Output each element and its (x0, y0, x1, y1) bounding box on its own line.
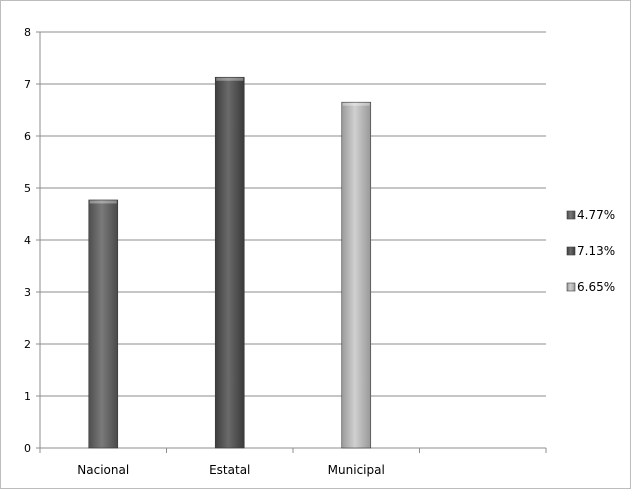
axis-labels: 0 1 2 3 4 5 6 7 8 Nacional Estatal Municipal (24, 26, 385, 477)
y-tick-label: 8 (24, 26, 31, 39)
legend-label: 6.65% (577, 280, 615, 294)
bar-highlight (342, 102, 370, 106)
legend-swatch (566, 246, 576, 256)
bar-municipal (341, 101, 372, 449)
legend-swatch (566, 282, 576, 292)
y-tick-label: 4 (24, 234, 31, 247)
legend-label: 4.77% (577, 208, 615, 222)
bars (88, 76, 372, 449)
legend-swatch (566, 210, 576, 220)
legend: 4.77% 7.13% 6.65% (566, 208, 615, 294)
bar-highlight (89, 200, 117, 204)
bar-nacional (88, 199, 119, 449)
y-tick-label: 6 (24, 130, 31, 143)
legend-label: 7.13% (577, 244, 615, 258)
y-tick-label: 7 (24, 78, 31, 91)
bar-estatal (214, 76, 245, 449)
x-tick-label: Estatal (209, 463, 250, 477)
y-tick-label: 1 (24, 390, 31, 403)
y-tick-label: 3 (24, 286, 31, 299)
gridlines (40, 31, 546, 397)
y-tick-label: 5 (24, 182, 31, 195)
x-tick-label: Nacional (77, 463, 129, 477)
axes (36, 31, 547, 453)
y-tick-label: 2 (24, 338, 31, 351)
y-tick-label: 0 (24, 442, 31, 455)
bar-highlight (216, 77, 244, 81)
x-tick-label: Municipal (328, 463, 385, 477)
